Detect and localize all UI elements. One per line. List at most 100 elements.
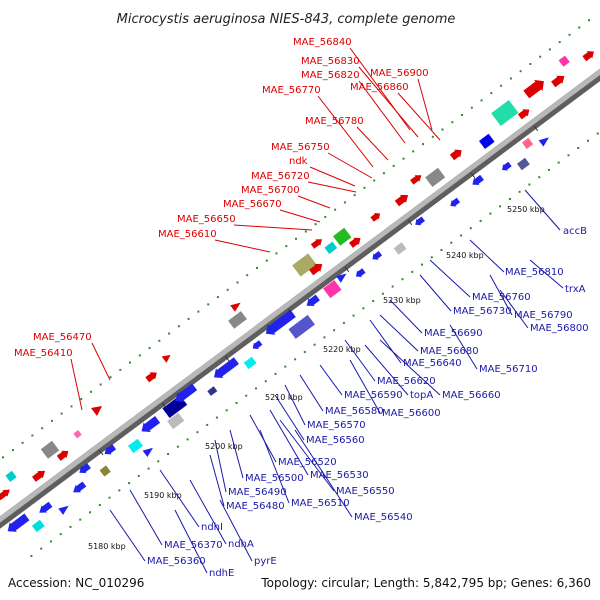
gene-feature[interactable] — [172, 382, 198, 406]
gene-label[interactable]: MAE_56590 — [344, 390, 403, 401]
gene-feature[interactable] — [521, 137, 534, 149]
gene-feature[interactable] — [40, 440, 60, 459]
gene-feature[interactable] — [31, 519, 45, 533]
gene-label[interactable]: MAE_56710 — [479, 364, 538, 375]
gene-feature[interactable] — [167, 412, 185, 430]
gene-label[interactable]: MAE_56770 — [262, 85, 321, 96]
gene-feature[interactable] — [558, 55, 570, 67]
gene-label[interactable]: MAE_56650 — [177, 214, 236, 225]
gene-label[interactable]: MAE_56730 — [453, 306, 512, 317]
gene-feature[interactable] — [73, 430, 82, 439]
gene-feature[interactable] — [500, 161, 513, 173]
gene-feature[interactable] — [4, 512, 30, 536]
gene-label[interactable]: MAE_56540 — [354, 512, 413, 523]
gene-feature[interactable] — [538, 134, 552, 147]
gene-label[interactable]: MAE_56480 — [226, 501, 285, 512]
gene-label[interactable]: MAE_56720 — [251, 171, 310, 182]
gene-feature[interactable] — [582, 48, 597, 62]
gene-feature[interactable] — [370, 210, 383, 222]
gene-feature[interactable] — [324, 241, 338, 255]
gene-feature[interactable] — [243, 356, 257, 370]
gene-feature[interactable] — [425, 167, 446, 187]
gene-feature[interactable] — [161, 352, 173, 363]
gene-feature[interactable] — [310, 236, 324, 250]
gene-feature[interactable] — [354, 267, 367, 279]
gene-label[interactable]: topA — [410, 390, 433, 401]
gene-label[interactable]: MAE_56560 — [306, 435, 365, 446]
gene-feature[interactable] — [288, 314, 315, 339]
gene-feature[interactable] — [138, 415, 161, 437]
gene-feature[interactable] — [230, 299, 243, 312]
gene-feature[interactable] — [448, 197, 461, 209]
gene-label[interactable]: MAE_56600 — [382, 408, 441, 419]
gene-label[interactable]: MAE_56500 — [245, 473, 304, 484]
gene-feature[interactable] — [470, 174, 485, 188]
gene-feature[interactable] — [262, 308, 297, 339]
gene-feature[interactable] — [142, 445, 156, 457]
gene-label[interactable]: MAE_56570 — [307, 420, 366, 431]
gene-label[interactable]: accB — [563, 226, 587, 237]
gene-label[interactable]: MAE_56900 — [370, 68, 429, 79]
gene-label[interactable]: trxA — [565, 284, 586, 295]
gene-feature[interactable] — [228, 311, 247, 329]
gene-label[interactable]: MAE_56520 — [278, 457, 337, 468]
gene-label[interactable]: MAE_56700 — [241, 185, 300, 196]
gene-label[interactable]: MAE_56800 — [530, 323, 589, 334]
gene-feature[interactable] — [5, 470, 17, 482]
gene-feature[interactable] — [409, 172, 423, 186]
gene-label[interactable]: pyrE — [254, 556, 277, 567]
gene-label[interactable]: MAE_56860 — [350, 82, 409, 93]
gene-feature[interactable] — [413, 216, 426, 228]
gene-feature[interactable] — [90, 402, 105, 417]
gene-feature[interactable] — [37, 501, 54, 517]
gene-label[interactable]: MAE_56790 — [514, 310, 573, 321]
gene-feature[interactable] — [517, 157, 530, 171]
gene-label[interactable]: MAE_56810 — [505, 267, 564, 278]
gene-label[interactable]: MAE_56750 — [271, 142, 330, 153]
gene-feature[interactable] — [207, 386, 218, 396]
gene-feature[interactable] — [517, 106, 532, 120]
gene-label[interactable]: MAE_56690 — [424, 328, 483, 339]
gene-feature[interactable] — [128, 438, 143, 454]
gene-label[interactable]: MAE_56670 — [223, 199, 282, 210]
gene-feature[interactable] — [394, 191, 411, 207]
gene-label[interactable]: MAE_56410 — [14, 348, 73, 359]
gene-feature[interactable] — [333, 227, 352, 246]
gene-label[interactable]: MAE_56490 — [228, 487, 287, 498]
gene-feature[interactable] — [478, 133, 495, 149]
gene-feature[interactable] — [56, 448, 71, 462]
gene-label[interactable]: MAE_56610 — [158, 229, 217, 240]
gene-feature[interactable] — [348, 235, 363, 249]
gene-label[interactable]: MAE_56780 — [305, 116, 364, 127]
gene-feature[interactable] — [31, 467, 48, 483]
gene-feature[interactable] — [210, 356, 240, 382]
gene-label[interactable]: MAE_56820 — [301, 70, 360, 81]
gene-feature[interactable] — [308, 260, 325, 276]
gene-label[interactable]: MAE_56680 — [420, 346, 479, 357]
gene-label[interactable]: MAE_56830 — [301, 56, 360, 67]
gene-feature[interactable] — [58, 503, 71, 515]
gene-feature[interactable] — [250, 339, 263, 351]
gene-feature[interactable] — [550, 72, 567, 88]
gene-label[interactable]: MAE_56370 — [164, 540, 223, 551]
gene-feature[interactable] — [304, 293, 321, 309]
gene-feature[interactable] — [71, 480, 88, 496]
gene-feature[interactable] — [0, 486, 12, 501]
gene-feature[interactable] — [292, 253, 317, 277]
gene-label[interactable]: MAE_56840 — [293, 37, 352, 48]
gene-label[interactable]: MAE_56660 — [442, 390, 501, 401]
gene-label[interactable]: MAE_56470 — [33, 332, 92, 343]
gene-label[interactable]: MAE_56760 — [472, 292, 531, 303]
gene-label[interactable]: ndhI — [201, 522, 223, 533]
gene-label[interactable]: MAE_56530 — [310, 470, 369, 481]
gene-feature[interactable] — [323, 280, 342, 299]
gene-feature[interactable] — [145, 369, 160, 383]
gene-label[interactable]: MAE_56640 — [403, 358, 462, 369]
gene-feature[interactable] — [393, 242, 407, 255]
gene-label[interactable]: ndhE — [209, 568, 234, 579]
gene-label[interactable]: MAE_56550 — [336, 486, 395, 497]
gene-label[interactable]: ndk — [289, 156, 308, 167]
gene-label[interactable]: MAE_56620 — [377, 376, 436, 387]
gene-feature[interactable] — [522, 76, 548, 100]
gene-feature[interactable] — [102, 443, 117, 457]
